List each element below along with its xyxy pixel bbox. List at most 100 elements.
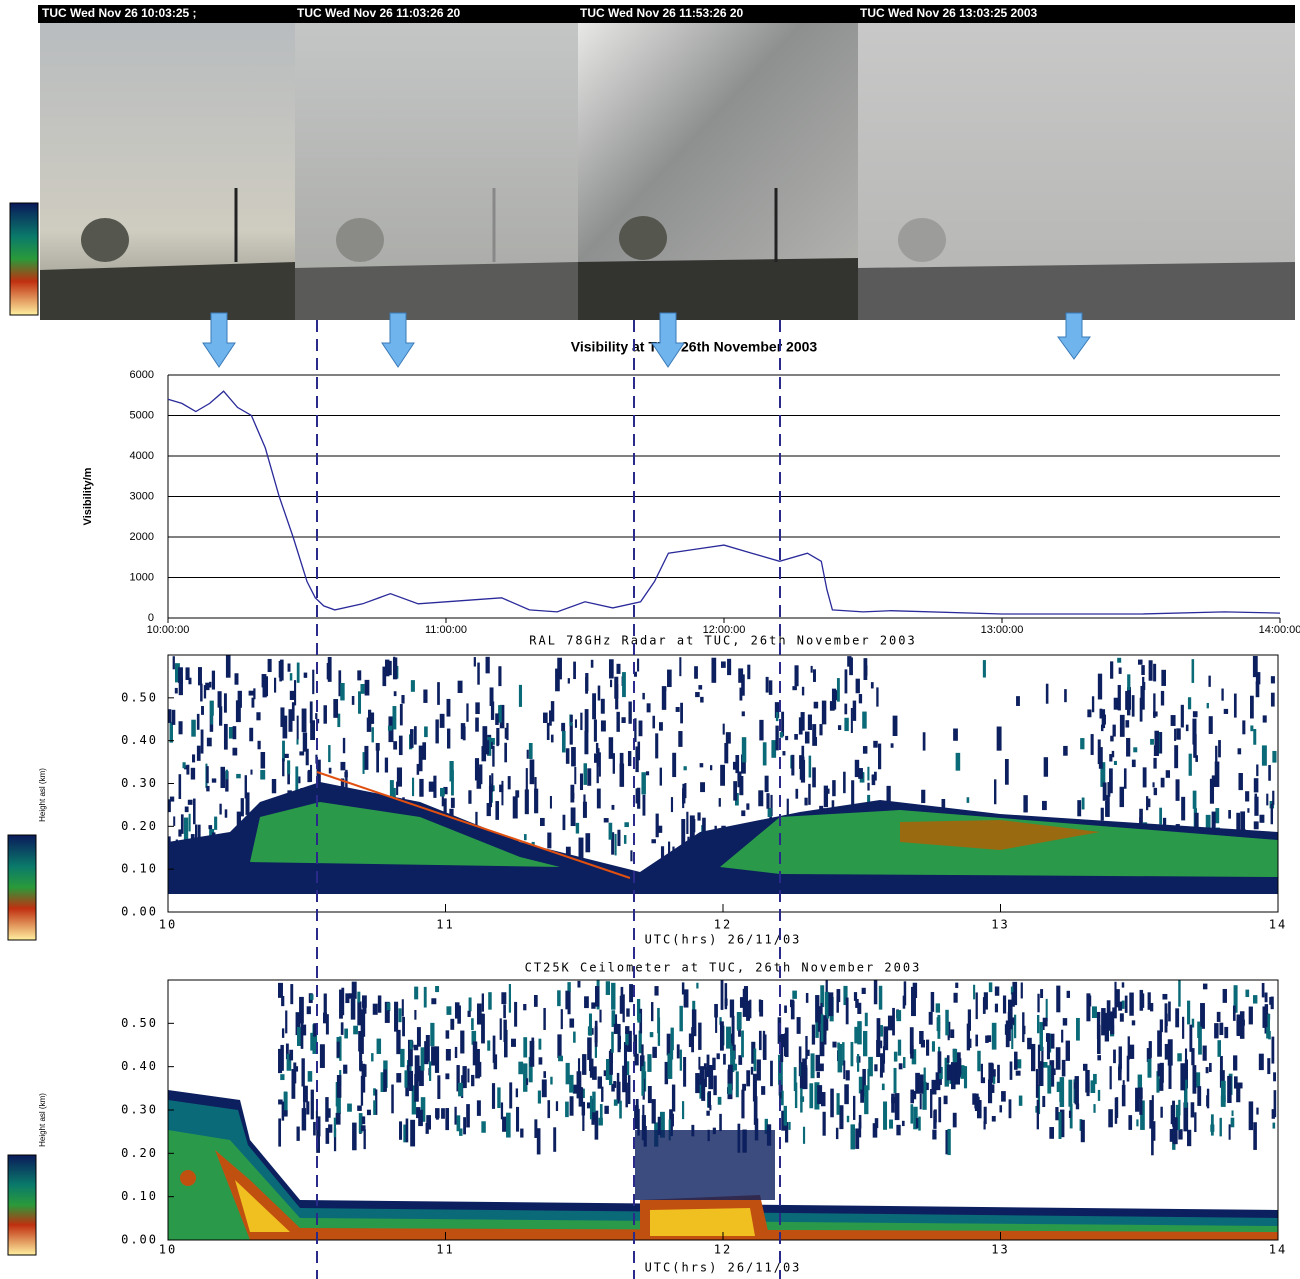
- echo-speck: [1021, 982, 1023, 998]
- y-tick-label: 0.10: [121, 1189, 158, 1203]
- echo-speck: [973, 985, 975, 1000]
- echo-speck: [609, 659, 614, 678]
- echo-speck: [1080, 738, 1084, 749]
- echo-speck: [283, 1110, 288, 1116]
- echo-speck: [1077, 800, 1081, 816]
- echo-speck: [641, 772, 645, 794]
- echo-speck: [1125, 720, 1129, 727]
- echo-speck: [1055, 1107, 1058, 1120]
- echo-speck: [724, 743, 728, 763]
- echo-speck: [1151, 1126, 1154, 1155]
- echo-speck: [1234, 1076, 1238, 1088]
- echo-speck: [1203, 984, 1207, 990]
- echo-speck: [1063, 746, 1068, 756]
- echo-speck: [178, 829, 181, 836]
- echo-speck: [543, 1071, 546, 1078]
- echo-speck: [686, 812, 688, 834]
- echo-speck: [1206, 1067, 1209, 1073]
- photo-label: TUC Wed Nov 26 11:53:26 20: [580, 6, 744, 20]
- echo-speck: [352, 696, 355, 705]
- echo-speck: [995, 1004, 998, 1013]
- echo-speck: [495, 801, 499, 820]
- echo-speck: [429, 1061, 431, 1081]
- echo-speck: [630, 850, 632, 861]
- echo-speck: [1176, 728, 1181, 739]
- y-tick-label: 0.00: [121, 1233, 158, 1247]
- echo-speck: [527, 750, 529, 759]
- echo-speck: [263, 681, 267, 697]
- echo-speck: [660, 768, 662, 786]
- echo-speck: [1036, 1069, 1039, 1098]
- echo-speck: [601, 720, 606, 731]
- echo-speck: [695, 692, 700, 697]
- echo-speck: [953, 1049, 957, 1062]
- echo-speck: [281, 996, 284, 1006]
- echo-speck: [863, 1031, 867, 1056]
- x-tick-label: 13: [991, 918, 1009, 932]
- echo-speck: [926, 1040, 929, 1056]
- echo-speck: [955, 983, 958, 988]
- echo-speck: [1132, 760, 1136, 767]
- echo-speck: [818, 1006, 821, 1032]
- echo-speck: [1076, 1018, 1080, 1041]
- echo-speck: [1193, 711, 1198, 717]
- echo-speck: [976, 992, 978, 1019]
- echo-speck: [376, 749, 379, 772]
- echo-speck: [812, 767, 816, 787]
- echo-speck: [598, 686, 601, 701]
- echo-speck: [398, 767, 402, 786]
- echo-speck: [989, 982, 992, 992]
- echo-speck: [323, 705, 326, 723]
- echo-speck: [302, 709, 307, 733]
- echo-speck: [1122, 1001, 1125, 1009]
- echo-speck: [435, 719, 438, 743]
- echo-speck: [741, 1030, 744, 1057]
- echo-speck: [400, 1049, 404, 1067]
- echo-speck: [794, 1067, 797, 1091]
- echo-speck: [651, 839, 656, 843]
- echo-speck: [889, 1120, 893, 1129]
- echo-speck: [937, 1015, 940, 1039]
- echo-speck: [1271, 676, 1275, 683]
- echo-speck: [614, 1099, 618, 1105]
- echo-speck: [387, 1003, 391, 1012]
- echo-speck: [1168, 1064, 1171, 1089]
- echo-speck: [628, 1075, 631, 1104]
- x-tick-label: 13:00:00: [981, 624, 1024, 636]
- echo-speck: [361, 1076, 363, 1106]
- echo-speck: [1098, 1090, 1100, 1101]
- echo-speck: [455, 1047, 457, 1058]
- echo-speck: [481, 1014, 484, 1025]
- echo-speck: [809, 756, 812, 778]
- echo-speck: [864, 1085, 868, 1114]
- echo-speck: [898, 1040, 901, 1056]
- echo-speck: [609, 1051, 613, 1075]
- echo-speck: [1087, 709, 1091, 717]
- echo-speck: [794, 665, 798, 686]
- echo-speck: [336, 1113, 341, 1125]
- echo-speck: [915, 1073, 920, 1094]
- echo-speck: [918, 1117, 921, 1131]
- echo-speck: [184, 818, 188, 842]
- y-axis-label: Height asl (km): [38, 1093, 47, 1147]
- echo-speck: [1047, 1065, 1051, 1093]
- echo-speck: [844, 704, 847, 715]
- echo-speck: [795, 789, 798, 799]
- echo-speck: [1174, 745, 1178, 768]
- echo-speck: [542, 1079, 547, 1097]
- echo-speck: [780, 732, 783, 737]
- echo-speck: [1099, 747, 1103, 769]
- echo-speck: [826, 980, 828, 994]
- echo-speck: [625, 1026, 629, 1034]
- echo-speck: [1221, 689, 1223, 701]
- x-tick-label: 10: [159, 918, 177, 932]
- echo-speck: [193, 799, 196, 825]
- echo-speck: [775, 726, 778, 751]
- echo-speck: [435, 1046, 439, 1073]
- echo-speck: [539, 1057, 543, 1064]
- echo-speck: [723, 1054, 726, 1065]
- echo-speck: [519, 685, 522, 707]
- echo-speck: [1119, 668, 1122, 674]
- echo-speck: [477, 767, 482, 788]
- echo-speck: [460, 1031, 464, 1054]
